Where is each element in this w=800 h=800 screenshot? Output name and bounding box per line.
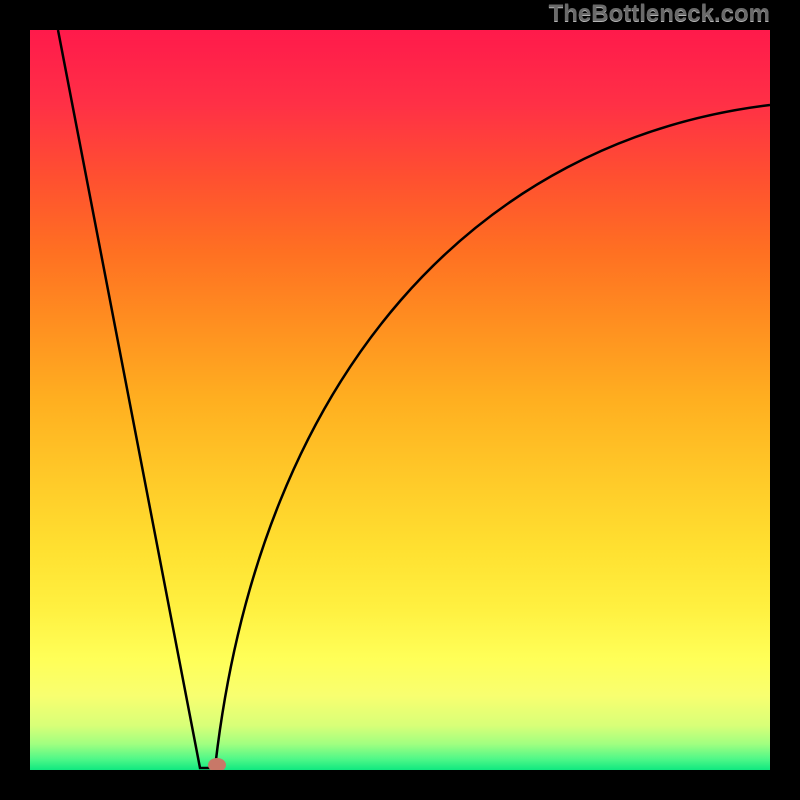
bottleneck-chart (0, 0, 800, 800)
gradient-background (30, 30, 770, 770)
frame-left (0, 0, 30, 800)
frame-bottom (0, 770, 800, 800)
watermark-text: TheBottleneck.com (549, 0, 770, 28)
frame-right (770, 0, 800, 800)
